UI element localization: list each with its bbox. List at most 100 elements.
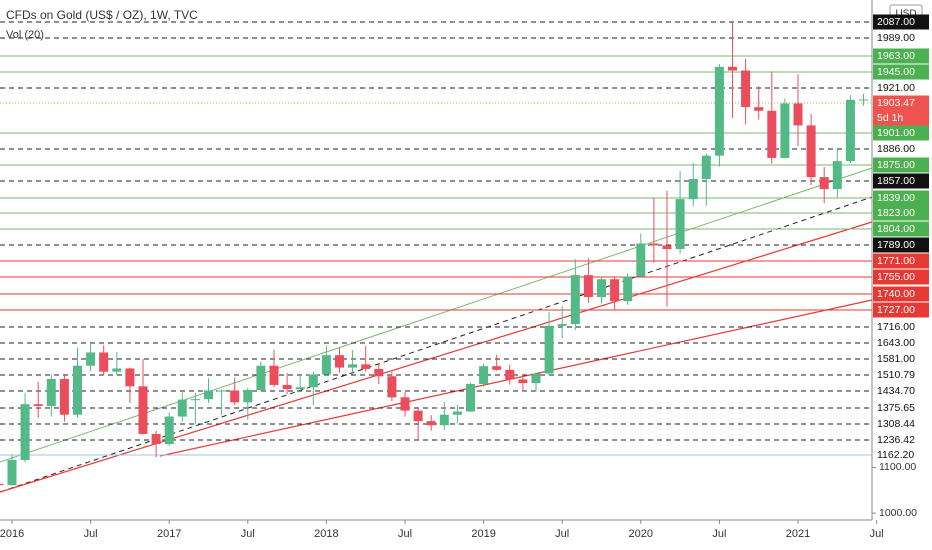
level-label-box bbox=[873, 14, 929, 30]
candle-body bbox=[505, 369, 515, 380]
candle-body bbox=[649, 243, 659, 246]
level-label-box bbox=[873, 302, 929, 318]
candle-body bbox=[636, 243, 646, 277]
level-label-box bbox=[873, 253, 929, 269]
plot-area bbox=[0, 21, 873, 493]
level-label: 1903.47 bbox=[877, 97, 915, 109]
y-tick-label: 1000.00 bbox=[879, 507, 917, 519]
level-label: 1839.00 bbox=[877, 192, 915, 204]
level-label: 1375.65 bbox=[877, 402, 915, 414]
level-label: 1823.00 bbox=[877, 207, 915, 219]
candle-body bbox=[793, 103, 803, 126]
countdown-box bbox=[873, 110, 929, 126]
candle-body bbox=[714, 66, 724, 156]
level-label: 1236.42 bbox=[877, 434, 915, 446]
level-label: 1789.00 bbox=[877, 239, 915, 251]
level-label: 1921.00 bbox=[877, 82, 915, 94]
candle-body bbox=[479, 366, 489, 385]
candle-body bbox=[466, 384, 475, 412]
x-tick-label: Jul bbox=[870, 528, 884, 540]
level-label-box bbox=[873, 367, 929, 383]
candle-body bbox=[46, 379, 56, 407]
candle-body bbox=[0, 483, 4, 486]
currency-label[interactable]: USD bbox=[895, 9, 916, 20]
level-label-box bbox=[873, 383, 929, 399]
candle-body bbox=[832, 161, 842, 190]
candle-body bbox=[452, 411, 462, 415]
level-label-box bbox=[873, 190, 929, 206]
level-label-box bbox=[873, 237, 929, 253]
candle-body bbox=[845, 99, 855, 162]
candle-body bbox=[531, 373, 541, 384]
x-tick-label: 2017 bbox=[157, 528, 181, 540]
level-label: 1716.00 bbox=[877, 321, 915, 333]
candle-body bbox=[597, 279, 606, 298]
level-label: 1434.70 bbox=[877, 385, 915, 397]
level-label: 1963.00 bbox=[877, 50, 915, 62]
candle-body bbox=[177, 399, 187, 417]
level-label: 1162.20 bbox=[877, 449, 914, 461]
level-label-box bbox=[873, 335, 929, 351]
level-label: 1901.00 bbox=[877, 127, 915, 139]
candle-body bbox=[269, 365, 279, 385]
candle-body bbox=[557, 324, 567, 326]
level-label: 1875.00 bbox=[877, 159, 915, 171]
trend-line bbox=[0, 196, 873, 493]
level-label: 1945.00 bbox=[877, 66, 915, 78]
level-label: 1989.00 bbox=[877, 32, 915, 44]
level-label-box bbox=[873, 447, 929, 463]
candle-body bbox=[243, 390, 253, 403]
level-label-box bbox=[873, 80, 929, 96]
candle-body bbox=[230, 390, 240, 403]
x-tick-label: Jul bbox=[398, 528, 412, 540]
candle-body bbox=[217, 390, 227, 392]
candle-body bbox=[623, 276, 633, 302]
level-label: 1804.00 bbox=[877, 223, 915, 235]
candle-body bbox=[204, 390, 213, 400]
candle-body bbox=[335, 355, 344, 368]
candle-body bbox=[33, 404, 43, 407]
candle-body bbox=[112, 368, 122, 372]
level-label-box bbox=[873, 432, 929, 448]
candle-body bbox=[413, 410, 423, 422]
level-label-box bbox=[873, 221, 929, 237]
trend-line bbox=[159, 299, 873, 457]
x-tick-label: 2016 bbox=[0, 528, 24, 540]
candle-body bbox=[859, 99, 868, 101]
level-label: 1886.00 bbox=[877, 143, 915, 155]
candle-body bbox=[728, 66, 737, 71]
candle-body bbox=[688, 178, 698, 200]
candle-body bbox=[439, 414, 449, 426]
level-label: 1740.00 bbox=[877, 288, 915, 300]
candle-body bbox=[59, 379, 69, 415]
candle-body bbox=[282, 384, 292, 390]
candle-body bbox=[387, 376, 397, 398]
candle-body bbox=[73, 365, 82, 415]
candle-body bbox=[662, 245, 672, 250]
x-tick-label: Jul bbox=[241, 528, 255, 540]
level-label: 1755.00 bbox=[877, 271, 915, 283]
candle-body bbox=[426, 421, 436, 426]
level-label-box bbox=[873, 125, 929, 141]
level-label: 1510.79 bbox=[877, 369, 915, 381]
x-tick-label: Jul bbox=[712, 528, 726, 540]
candle-body bbox=[308, 374, 318, 388]
candle-body bbox=[20, 404, 30, 461]
y-tick-label: 1100.00 bbox=[879, 461, 916, 473]
trend-line bbox=[0, 221, 873, 493]
candle-body bbox=[190, 399, 200, 401]
level-label-box bbox=[873, 48, 929, 64]
level-label: 1857.00 bbox=[877, 175, 915, 187]
x-tick-label: 2021 bbox=[786, 528, 810, 540]
candle-body bbox=[151, 433, 161, 445]
indicator-label: Vol (20) bbox=[6, 29, 44, 41]
level-label-box bbox=[873, 319, 929, 335]
x-tick-label: Jul bbox=[84, 528, 98, 540]
level-label-box bbox=[873, 286, 929, 302]
candle-body bbox=[99, 352, 109, 372]
candle-body bbox=[295, 387, 305, 390]
candle-body bbox=[518, 379, 528, 384]
level-label-box bbox=[873, 400, 929, 416]
candle-body bbox=[570, 275, 580, 325]
candle-body bbox=[544, 325, 554, 374]
